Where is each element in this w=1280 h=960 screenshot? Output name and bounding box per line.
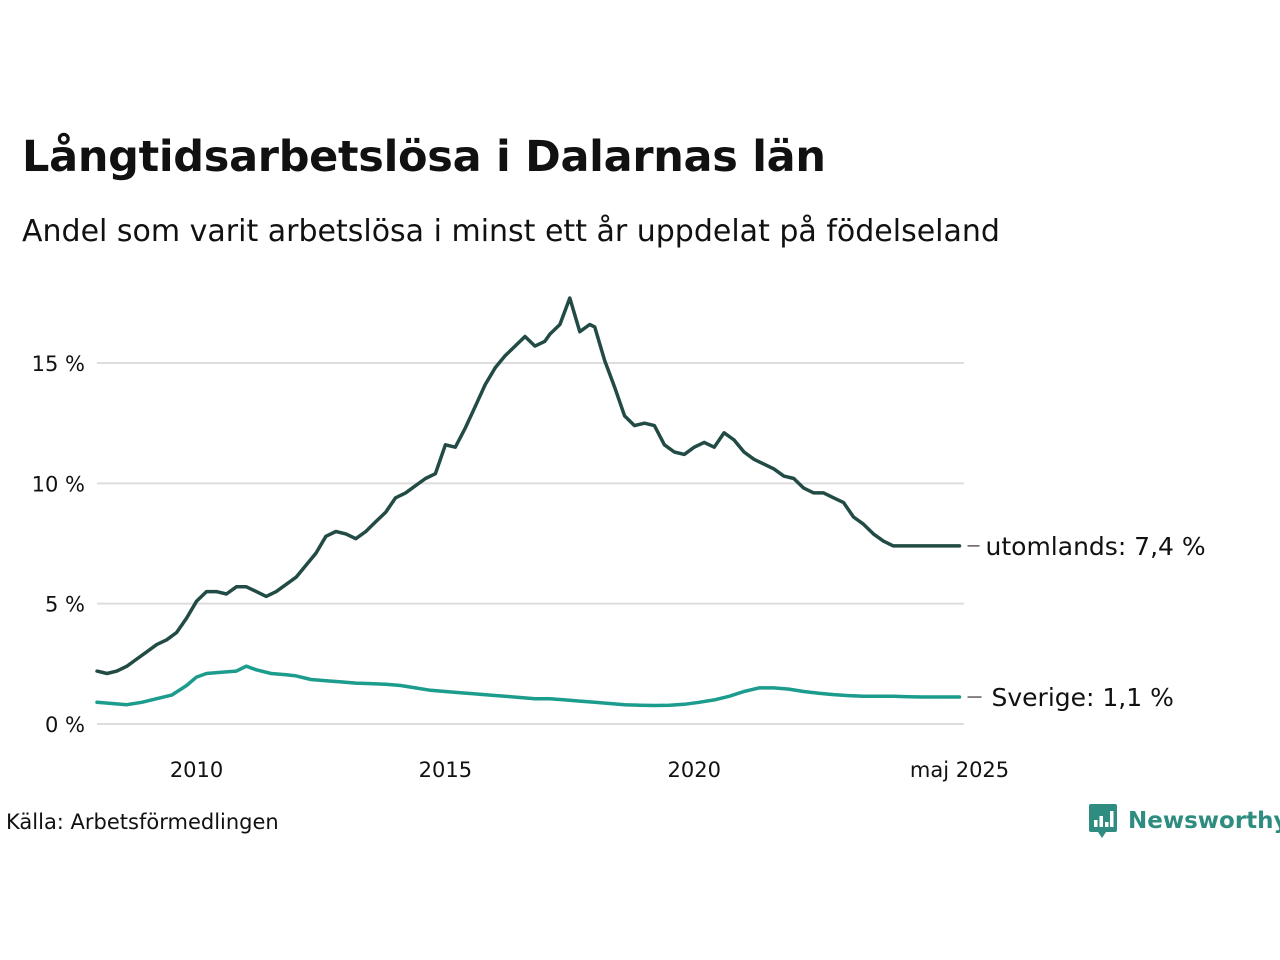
end-label-utomlands: utomlands: 7,4 %: [986, 532, 1206, 561]
end-labels: utomlands: 7,4 % Sverige: 1,1 %: [967, 532, 1206, 712]
end-label-sverige: Sverige: 1,1 %: [992, 683, 1174, 712]
chart-subtitle: Andel som varit arbetslösa i minst ett å…: [22, 214, 1000, 249]
brand-name: Newsworthy: [1128, 808, 1280, 834]
y-tick-label: 0 %: [45, 713, 85, 737]
source-note: Källa: Arbetsförmedlingen: [6, 810, 279, 834]
series-line-utomlands: [95, 296, 962, 676]
x-tick-label: 2020: [668, 758, 721, 782]
bar-chart-speech-bubble-icon: [1089, 804, 1117, 838]
x-tick-label: 2010: [170, 758, 223, 782]
y-tick-label: 15 %: [32, 352, 85, 376]
x-axis-ticks: 2010 2015 2020 maj 2025: [170, 758, 1009, 782]
y-tick-label: 5 %: [45, 593, 85, 617]
grid-lines: [97, 361, 964, 725]
brand-logo[interactable]: Newsworthy: [1088, 802, 1280, 840]
chart-title: Långtidsarbetslösa i Dalarnas län: [22, 132, 826, 182]
series-line-sverige: [95, 664, 962, 708]
x-tick-label: 2015: [419, 758, 472, 782]
y-tick-label: 10 %: [32, 472, 85, 496]
y-axis-ticks: 0 % 5 % 10 % 15 %: [32, 352, 85, 737]
x-tick-label: maj 2025: [910, 758, 1009, 782]
series-lines: [95, 296, 962, 708]
